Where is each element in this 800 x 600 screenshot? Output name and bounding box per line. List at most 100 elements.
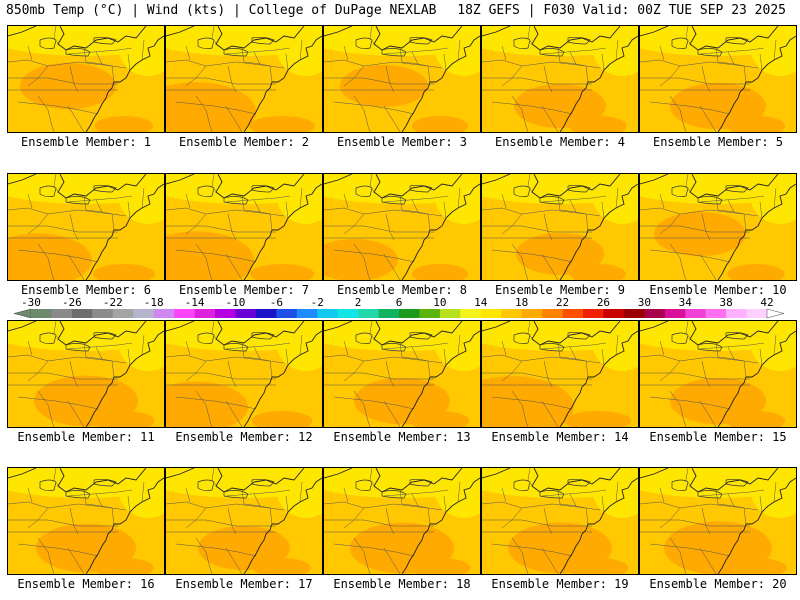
state-border: [541, 105, 559, 132]
lake-outline: [513, 185, 531, 198]
lake-outline: [223, 196, 249, 205]
colorbar-swatch: [623, 309, 645, 318]
state-border: [27, 213, 49, 235]
state-border: [521, 61, 601, 69]
lake-outline: [251, 36, 275, 45]
state-border: [269, 507, 273, 525]
state-border: [543, 65, 553, 93]
state-border: [543, 213, 553, 241]
ensemble-member-map: [165, 320, 323, 428]
state-border: [195, 243, 213, 280]
state-border: [343, 360, 365, 382]
temperature-contour: [482, 376, 574, 427]
state-border: [385, 213, 395, 241]
state-border: [83, 342, 103, 360]
coastline: [324, 174, 480, 280]
state-border: [111, 507, 115, 525]
temperature-contour: [592, 26, 638, 76]
temperature-contour: [198, 525, 290, 571]
temperature-contour: [514, 83, 606, 129]
temperature-contour: [276, 468, 322, 518]
state-border: [399, 195, 419, 213]
colorbar-swatch: [378, 309, 400, 318]
ensemble-member-panel: Ensemble Member: 15: [639, 320, 797, 444]
temperature-contour: [276, 26, 322, 76]
temperature-contour: [166, 231, 254, 280]
member-label: Ensemble Member: 17: [175, 577, 313, 591]
colorbar-swatch: [480, 309, 502, 318]
lake-outline: [93, 184, 117, 193]
temperature-contour: [276, 174, 322, 224]
state-border: [166, 207, 207, 215]
lake-outline: [539, 48, 565, 57]
temperature-contour: [569, 116, 627, 132]
state-border: [521, 356, 601, 364]
state-border: [185, 487, 191, 503]
temperature-contour: [118, 321, 164, 371]
state-border: [615, 481, 619, 503]
state-border: [699, 105, 717, 132]
lake-outline: [697, 343, 723, 352]
member-label: Ensemble Member: 7: [178, 283, 310, 297]
state-border: [127, 348, 131, 366]
lake-outline: [409, 184, 433, 193]
temperature-contour: [592, 321, 638, 371]
state-border: [227, 507, 237, 535]
state-border: [241, 342, 261, 360]
temperature-contour: [654, 211, 746, 257]
state-border: [8, 501, 49, 509]
lake-outline: [39, 37, 57, 50]
lake-outline: [539, 343, 565, 352]
temperature-contour: [516, 233, 604, 275]
state-border: [385, 507, 395, 535]
temperature-contour: [93, 411, 155, 427]
state-border: [69, 65, 79, 93]
state-border: [501, 193, 507, 209]
ensemble-member-panel: Ensemble Member: 6: [7, 173, 165, 297]
state-border: [557, 47, 577, 65]
state-border: [383, 547, 401, 574]
lake-outline: [539, 490, 565, 499]
state-border: [324, 354, 365, 362]
lake-outline: [93, 36, 117, 45]
lake-outline: [513, 332, 531, 345]
lake-outline: [697, 48, 723, 57]
state-border: [457, 187, 461, 209]
lake-outline: [381, 490, 407, 499]
state-border: [175, 249, 257, 263]
state-border: [324, 77, 434, 85]
state-border: [457, 334, 461, 356]
state-border: [715, 342, 735, 360]
colorbar-swatch: [439, 309, 461, 318]
lake-outline: [223, 343, 249, 352]
state-border: [285, 348, 289, 366]
state-border: [615, 39, 619, 61]
lake-outline: [39, 332, 57, 345]
lake-outline: [93, 478, 117, 487]
colorbar-tick-label: -10: [226, 296, 246, 309]
state-border: [353, 390, 371, 427]
state-border: [511, 537, 529, 574]
ensemble-member-map: [323, 25, 481, 133]
state-border: [557, 195, 577, 213]
temperature-contour: [251, 411, 313, 427]
ensemble-member-map: [323, 320, 481, 428]
state-border: [399, 489, 419, 507]
state-border: [585, 507, 589, 525]
state-border: [27, 193, 33, 209]
state-border: [324, 501, 365, 509]
colorbar-swatch: [153, 309, 175, 318]
state-border: [343, 45, 349, 61]
lake-outline: [567, 331, 591, 340]
state-border: [773, 39, 777, 61]
colorbar-swatch: [705, 309, 727, 318]
colorbar-tick-label: -30: [21, 296, 41, 309]
member-label: Ensemble Member: 15: [649, 430, 787, 444]
temperature-contour: [750, 26, 796, 76]
temperature-contour: [412, 116, 468, 132]
ensemble-member-map: [639, 173, 797, 281]
ensemble-member-panel: Ensemble Member: 1: [7, 25, 165, 149]
state-border: [649, 396, 731, 410]
colorbar-swatch: [296, 309, 318, 318]
state-border: [649, 101, 731, 115]
